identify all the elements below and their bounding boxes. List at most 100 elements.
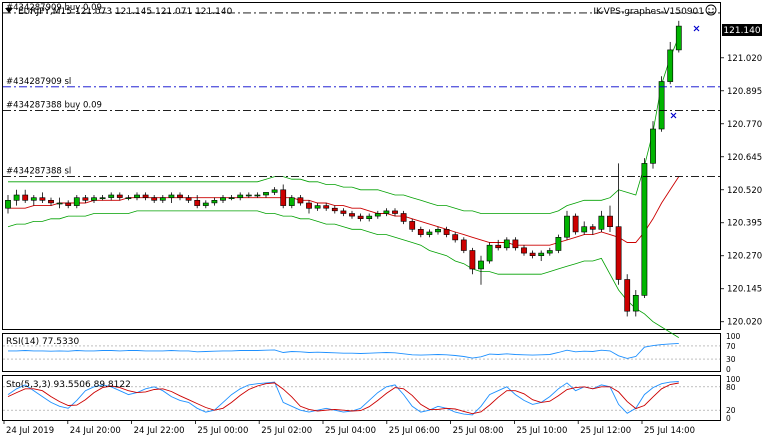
candle-body — [185, 197, 192, 201]
candle-body — [116, 194, 123, 198]
candle-body — [39, 197, 46, 201]
candle-body — [641, 163, 648, 296]
time-tick-label: 25 Jul 12:00 — [580, 426, 631, 436]
time-tick-label: 25 Jul 02:00 — [261, 426, 312, 436]
smiley-icon[interactable] — [705, 4, 717, 16]
candle-body — [314, 205, 321, 209]
stoch-tick-label: 20 — [726, 406, 736, 415]
candle-body — [134, 194, 140, 198]
candle-body — [254, 194, 261, 197]
candle-body — [469, 250, 476, 270]
triangle-down-icon[interactable] — [5, 8, 13, 13]
candle-body — [667, 49, 674, 82]
candle-body — [245, 194, 252, 197]
candle-body — [177, 194, 183, 198]
candle-body — [460, 239, 467, 251]
time-tick-label: 25 Jul 14:00 — [644, 426, 695, 436]
time-tick-label: 24 Jul 2019 — [6, 426, 54, 436]
time-tick-label: 25 Jul 08:00 — [453, 426, 504, 436]
entry-marker-icon — [670, 112, 677, 119]
candle-body — [237, 194, 244, 198]
stoch-tick-label: 80 — [726, 383, 736, 392]
price-tick-label: 120.645 — [727, 153, 762, 163]
buy-sell-toggle[interactable] — [5, 8, 13, 13]
candles-layer — [5, 20, 682, 317]
candle-body — [91, 197, 97, 201]
candle-body — [22, 194, 29, 201]
candle-body — [288, 197, 295, 206]
candle-body — [65, 202, 72, 206]
order-line-label: #434287909 sl — [6, 77, 71, 87]
price-tick-label: 120.895 — [727, 87, 762, 97]
rsi-tick-label: 30 — [726, 355, 736, 364]
candle-body — [624, 279, 631, 312]
order-line-label: #434287388 buy 0.09 — [6, 101, 102, 111]
rsi-label: RSI(14) 77.5330 — [6, 337, 79, 347]
candle-body — [675, 25, 682, 51]
candle-body — [323, 205, 330, 209]
candle-body — [426, 231, 433, 235]
time-tick-label: 25 Jul 10:00 — [516, 426, 567, 436]
upper-band-line — [8, 36, 680, 214]
order-line-label: #434287909 buy 0.09 — [6, 3, 102, 13]
time-tick-label: 25 Jul 06:00 — [389, 426, 440, 436]
stoch-tick-label: 100 — [726, 375, 741, 384]
candle-body — [5, 200, 11, 209]
current-price-label: 121.140 — [723, 26, 760, 36]
candle-body — [529, 252, 536, 257]
candle-body — [280, 189, 287, 206]
candle-body — [598, 215, 605, 230]
candle-body — [306, 202, 312, 209]
candle-body — [228, 197, 235, 199]
candle-body — [271, 189, 278, 193]
candle-body — [374, 213, 381, 217]
candle-body — [478, 260, 484, 270]
candle-body — [658, 81, 665, 130]
candle-body — [357, 215, 364, 220]
entry-marker-icon — [693, 25, 700, 32]
candle-body — [340, 210, 347, 214]
rsi-tick-label: 0 — [726, 365, 731, 374]
price-tick-label: 121.020 — [727, 54, 762, 64]
candle-body — [30, 197, 37, 201]
candle-body — [607, 215, 613, 228]
candle-body — [409, 221, 416, 230]
candle-body — [56, 202, 63, 205]
time-tick-label: 24 Jul 20:00 — [70, 426, 121, 436]
stoch-main-line — [7, 381, 679, 416]
candle-body — [349, 213, 355, 217]
candle-body — [615, 226, 622, 280]
rsi-tick-label: 100 — [726, 332, 741, 341]
candle-body — [73, 197, 80, 206]
price-tick-label: 120.395 — [727, 219, 762, 229]
stoch-label: Sto(5,3,3) 93.5506 89.8122 — [6, 380, 131, 390]
candle-body — [486, 244, 493, 262]
current-price-box — [722, 24, 762, 36]
candle-body — [512, 239, 519, 249]
candle-body — [392, 210, 398, 214]
candle-body — [632, 294, 639, 312]
candle-body — [495, 244, 502, 249]
rsi-line — [8, 342, 679, 359]
price-tick-label: 120.770 — [727, 120, 762, 130]
candle-body — [151, 197, 158, 201]
candle-body — [13, 194, 20, 201]
candle-body — [589, 226, 596, 230]
symbol-line: EURJPY,M15 121.073 121.145 121.071 121.1… — [18, 7, 233, 17]
candle-body — [443, 229, 450, 235]
price-tick-label: 120.020 — [727, 318, 762, 328]
price-tick-label: 120.145 — [727, 285, 762, 295]
candle-body — [297, 197, 304, 204]
candle-body — [142, 194, 149, 198]
candle-body — [168, 194, 175, 198]
time-tick-label: 24 Jul 22:00 — [134, 426, 185, 436]
candle-body — [194, 200, 201, 206]
candle-body — [125, 197, 132, 199]
candle-body — [581, 226, 588, 233]
candle-body — [82, 197, 89, 201]
candle-body — [650, 128, 656, 164]
candle-body — [546, 250, 553, 254]
candle-body — [331, 207, 338, 212]
